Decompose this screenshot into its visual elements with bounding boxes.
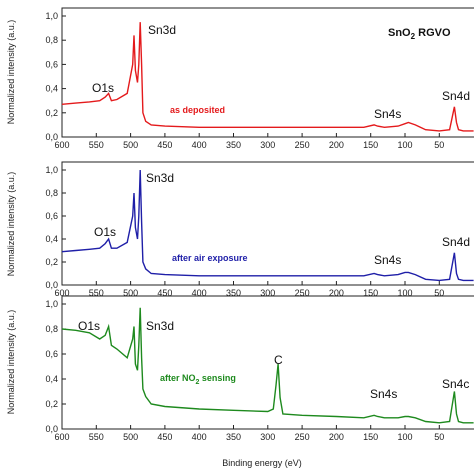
x-tick-label: 50: [434, 432, 444, 442]
x-tick-label: 550: [89, 432, 104, 442]
xlabel: Binding energy (eV): [222, 458, 302, 468]
peak-label-sn4c: Sn4c: [442, 377, 469, 391]
x-tick-label: 50: [434, 140, 444, 150]
x-tick-label: 200: [329, 288, 344, 298]
series-line-after-air-exposure: [62, 169, 474, 282]
ylabel-after-no2-sensing: Normalized intensity (a.u.): [6, 310, 16, 415]
x-tick-label: 250: [295, 140, 310, 150]
y-tick-label: 0,0: [45, 280, 58, 290]
condition-label-as-deposited: as deposited: [170, 105, 225, 115]
x-tick-label: 600: [54, 140, 69, 150]
x-tick-label: 600: [54, 432, 69, 442]
x-tick-label: 250: [295, 432, 310, 442]
peak-label-o1s: O1s: [78, 319, 100, 333]
y-tick-label: 0,4: [45, 234, 58, 244]
x-tick-label: 500: [123, 432, 138, 442]
y-tick-label: 0,8: [45, 324, 58, 334]
condition-label-part: sensing: [199, 373, 236, 383]
peak-label-sn3d: Sn3d: [146, 319, 174, 333]
series-line-after-no2-sensing: [62, 307, 474, 424]
x-tick-label: 550: [89, 140, 104, 150]
peak-label-sn3d: Sn3d: [148, 23, 176, 37]
x-tick-label: 450: [157, 288, 172, 298]
peak-label-sn4s: Sn4s: [374, 107, 401, 121]
panel-axes-after-air-exposure: 0,0 0,2 0,4 0,6 0,8 1,0 600 550 500 450 400 350 300 2…: [45, 165, 444, 298]
x-tick-label: 350: [226, 432, 241, 442]
condition-label-subscript: 2: [196, 379, 200, 386]
x-tick-label: 300: [260, 140, 275, 150]
ylabel-after-air-exposure: Normalized intensity (a.u.): [6, 172, 16, 277]
x-tick-label: 400: [192, 288, 207, 298]
x-tick-label: 450: [157, 432, 172, 442]
peak-label-o1s: O1s: [92, 81, 114, 95]
y-tick-label: 0,8: [45, 188, 58, 198]
x-tick-label: 50: [434, 288, 444, 298]
x-tick-label: 100: [397, 432, 412, 442]
ylabel-as-deposited: Normalized intensity (a.u.): [6, 20, 16, 125]
y-tick-label: 0,2: [45, 399, 58, 409]
panel-frame-after-no2-sensing: [61, 295, 474, 430]
x-tick-label: 150: [363, 432, 378, 442]
condition-label-after-air-exposure: after air exposure: [172, 253, 248, 263]
figure-title: SnO2 RGVO: [388, 27, 451, 41]
x-tick-label: 500: [123, 140, 138, 150]
y-tick-label: 0,8: [45, 35, 58, 45]
y-tick-label: 0,0: [45, 424, 58, 434]
y-tick-label: 0,6: [45, 59, 58, 69]
condition-label-part: after NO: [160, 373, 196, 383]
x-tick-label: 200: [329, 140, 344, 150]
x-tick-label: 450: [157, 140, 172, 150]
y-tick-label: 0,4: [45, 84, 58, 94]
y-tick-label: 1,0: [45, 165, 58, 175]
x-tick-label: 350: [226, 140, 241, 150]
y-tick-label: 1,0: [45, 299, 58, 309]
panel-axes-after-no2-sensing: 0,0 0,2 0,4 0,6 0,8 1,0 600 550 500 450 400 350 300 2…: [45, 299, 444, 442]
x-tick-label: 100: [397, 140, 412, 150]
peak-label-sn4d: Sn4d: [442, 235, 470, 249]
peak-label-sn4d: Sn4d: [442, 89, 470, 103]
y-tick-label: 0,6: [45, 211, 58, 221]
panel-frame-after-air-exposure: [61, 161, 474, 286]
y-tick-label: 0,4: [45, 374, 58, 384]
series-line-as-deposited: [62, 22, 474, 132]
x-tick-label: 350: [226, 288, 241, 298]
x-tick-label: 400: [192, 140, 207, 150]
y-tick-label: 0,2: [45, 108, 58, 118]
x-tick-label: 100: [397, 288, 412, 298]
x-tick-label: 150: [363, 140, 378, 150]
x-tick-label: 150: [363, 288, 378, 298]
title-rest: RGVO: [415, 27, 451, 39]
peak-label-sn4s: Sn4s: [374, 253, 401, 267]
x-tick-label: 500: [123, 288, 138, 298]
peak-label-sn3d: Sn3d: [146, 171, 174, 185]
y-tick-label: 0,6: [45, 349, 58, 359]
title-main: SnO: [388, 27, 411, 39]
x-tick-label: 300: [260, 288, 275, 298]
condition-label-after-no2-sensing: after NO2 sensing: [160, 373, 236, 386]
x-tick-label: 300: [260, 432, 275, 442]
title-subscript: 2: [411, 32, 416, 41]
x-tick-label: 600: [54, 288, 69, 298]
x-tick-label: 550: [89, 288, 104, 298]
peak-label-sn4s: Sn4s: [370, 387, 397, 401]
y-tick-label: 0,2: [45, 257, 58, 267]
peak-label-o1s: O1s: [94, 225, 116, 239]
panel-axes-as-deposited: 0,0 0,2 0,4 0,6 0,8 1,0 600 550 500 450 400 350 300 2…: [45, 11, 444, 150]
peak-label-c: C: [274, 353, 283, 367]
x-tick-label: 200: [329, 432, 344, 442]
panel-frame-as-deposited: [61, 7, 474, 138]
y-tick-label: 0,0: [45, 132, 58, 142]
x-tick-label: 400: [192, 432, 207, 442]
x-tick-label: 250: [295, 288, 310, 298]
y-tick-label: 1,0: [45, 11, 58, 21]
